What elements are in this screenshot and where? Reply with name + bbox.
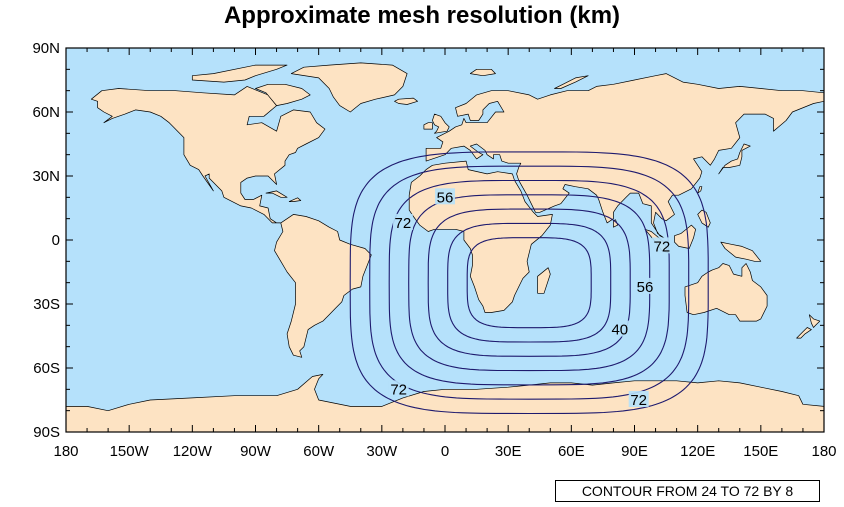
x-axis-labels: 180 150W 120W 90W 60W 30W 0 30E 60E 90E 120E 150E 18… xyxy=(53,443,836,460)
y-axis-label: 60S xyxy=(33,360,60,377)
contour-label: 72 xyxy=(654,238,671,255)
map-title: Approximate mesh resolution (km) xyxy=(223,2,621,29)
contour-label: 72 xyxy=(630,392,647,409)
contour-label: 56 xyxy=(637,279,654,296)
x-axis-label: 180 xyxy=(53,443,78,460)
x-axis-label: 90W xyxy=(240,443,272,460)
landmass-new-zealand-south xyxy=(796,327,812,339)
x-axis-label: 30W xyxy=(366,443,398,460)
landmass-borneo xyxy=(674,224,696,249)
landmass-cuba xyxy=(265,190,288,198)
landmass-new-zealand-north xyxy=(808,314,821,328)
y-axis-labels: 90N 60N 30N 0 30S 60S 90S xyxy=(32,40,60,441)
contour-line-40 xyxy=(427,208,631,357)
y-axis-label: 0 xyxy=(52,232,60,249)
landmass-svalbard xyxy=(469,68,496,77)
y-axis-label: 90S xyxy=(33,424,60,441)
landmass-philippines xyxy=(697,209,711,228)
contour-lines: 56 72 72 56 40 72 72 xyxy=(349,151,709,415)
x-axis-label: 120W xyxy=(173,443,213,460)
y-axis-label: 90N xyxy=(32,40,60,57)
contour-label: 72 xyxy=(395,215,412,232)
contour-label: 72 xyxy=(390,381,407,398)
contour-label-bg xyxy=(609,320,630,337)
contour-label: 40 xyxy=(611,322,628,339)
contour-line-72 xyxy=(349,151,709,415)
landmass-south-america xyxy=(274,214,372,358)
contour-label-bg xyxy=(651,237,672,254)
x-axis-label: 0 xyxy=(441,443,449,460)
landmass-britain xyxy=(432,113,450,134)
landmass-eurasia xyxy=(425,73,825,239)
landmass-baffin-island xyxy=(255,83,311,106)
x-axis-label: 60E xyxy=(558,443,585,460)
x-axis-label: 120E xyxy=(680,443,715,460)
contour-label-bg xyxy=(435,188,455,205)
landmass-madagascar xyxy=(537,267,551,294)
landmass-japan xyxy=(718,143,751,175)
x-axis-label: 150W xyxy=(110,443,150,460)
landmass-arctic-islands xyxy=(191,64,288,83)
landmass-australia xyxy=(684,263,768,322)
contour-label-bg xyxy=(635,277,655,294)
contour-line-56 xyxy=(388,179,670,386)
x-axis-label: 60W xyxy=(303,443,335,460)
x-axis-label: 150E xyxy=(743,443,778,460)
land-masses xyxy=(65,62,825,433)
contour-label-bg xyxy=(392,213,413,230)
contour-line-32 xyxy=(447,222,612,343)
landmass-hispaniola xyxy=(288,197,302,202)
y-axis-label: 30N xyxy=(32,168,60,185)
landmass-taiwan xyxy=(697,186,703,194)
contour-label-bg xyxy=(628,391,649,407)
y-axis-label: 60N xyxy=(32,104,60,121)
landmass-new-guinea xyxy=(720,241,762,262)
landmass-ireland xyxy=(423,122,433,130)
landmass-greenland xyxy=(290,62,408,113)
x-axis-label: 90E xyxy=(621,443,648,460)
axis-ticks xyxy=(65,47,825,433)
contour-line-24 xyxy=(466,237,592,329)
contour-label: 56 xyxy=(437,189,454,206)
landmass-north-america xyxy=(90,86,326,224)
x-axis-label: 30E xyxy=(495,443,522,460)
y-axis-label: 30S xyxy=(33,296,60,313)
contour-line-48 xyxy=(408,194,651,372)
landmass-novaya-zemlya xyxy=(554,75,589,89)
contour-label-bg xyxy=(388,380,409,397)
landmass-iceland xyxy=(394,97,418,105)
contour-info-label: CONTOUR FROM 24 TO 72 BY 8 xyxy=(555,480,820,502)
x-axis-label: 180 xyxy=(811,443,836,460)
landmass-antarctica xyxy=(65,374,825,433)
